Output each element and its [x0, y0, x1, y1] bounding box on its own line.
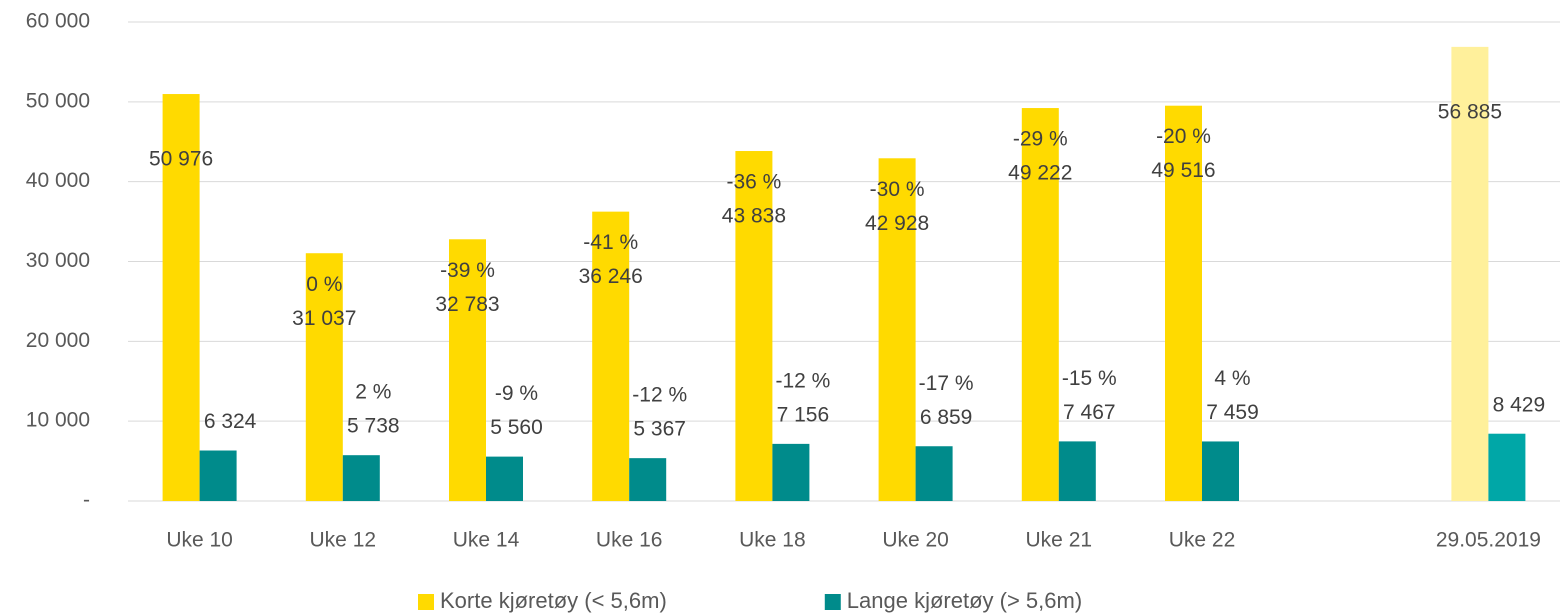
bar [735, 151, 773, 502]
data-label: 31 037 [292, 307, 356, 330]
x-tick-label: Uke 18 [739, 529, 806, 552]
bar [486, 456, 523, 501]
data-label: 8 429 [1493, 393, 1546, 416]
y-tick-label: 10 000 [26, 409, 90, 432]
bar [199, 450, 237, 501]
y-tick-label: 20 000 [26, 329, 90, 352]
data-label: 6 859 [920, 406, 973, 429]
x-tick-label: Uke 12 [310, 529, 377, 552]
change-label: 0 % [306, 273, 342, 296]
change-label: -12 % [632, 384, 687, 407]
y-tick-label: 50 000 [26, 89, 90, 112]
bar [1451, 46, 1489, 502]
x-tick-label: 29.05.2019 [1436, 529, 1541, 552]
legend-label: Korte kjøretøy (< 5,6m) [440, 588, 667, 613]
y-tick-label: 30 000 [26, 249, 90, 272]
bar [592, 211, 630, 501]
x-tick-label: Uke 21 [1026, 529, 1093, 552]
data-label: 5 560 [490, 416, 543, 439]
y-tick-label: 60 000 [26, 10, 90, 33]
y-tick-label: - [83, 489, 90, 512]
data-label: 7 459 [1206, 401, 1259, 424]
bar [1488, 433, 1526, 501]
data-label: 49 516 [1151, 159, 1215, 182]
legend-swatch [824, 594, 841, 610]
data-label: 7 467 [1063, 401, 1116, 424]
change-label: -29 % [1013, 128, 1068, 151]
x-tick-label: Uke 14 [453, 529, 520, 552]
x-tick-label: Uke 22 [1169, 529, 1236, 552]
change-label: -41 % [583, 231, 638, 254]
change-label: -20 % [1156, 125, 1211, 148]
bar [878, 158, 916, 501]
change-label: -9 % [495, 382, 538, 405]
legend-swatch [418, 594, 434, 610]
data-label: 49 222 [1008, 162, 1072, 185]
data-label: 6 324 [204, 410, 257, 433]
bar [1058, 441, 1096, 501]
y-tick-label: 40 000 [26, 169, 90, 192]
bar [305, 253, 343, 501]
change-label: -15 % [1062, 367, 1117, 390]
x-tick-label: Uke 16 [596, 529, 663, 552]
change-label: -17 % [919, 372, 974, 395]
bar [629, 458, 667, 501]
data-label: 36 246 [579, 265, 643, 288]
data-label: 32 783 [435, 293, 499, 316]
change-label: -39 % [440, 259, 495, 282]
data-label: 5 367 [633, 418, 686, 441]
legend-label: Lange kjøretøy (> 5,6m) [847, 588, 1082, 613]
x-tick-label: Uke 10 [166, 529, 233, 552]
data-label: 56 885 [1438, 100, 1502, 123]
change-label: -36 % [726, 171, 781, 194]
bar [162, 94, 200, 502]
change-label: 2 % [355, 381, 391, 404]
change-label: 4 % [1214, 367, 1250, 390]
change-label: -30 % [870, 178, 925, 201]
bar [1021, 108, 1059, 501]
data-label: 5 738 [347, 415, 400, 438]
data-label: 43 838 [722, 205, 786, 228]
data-label: 7 156 [777, 403, 830, 426]
bar [1165, 105, 1202, 501]
bar [772, 443, 810, 501]
bar [915, 446, 953, 501]
data-label: 50 976 [149, 148, 213, 171]
change-label: -12 % [775, 369, 830, 392]
bar [1202, 441, 1239, 501]
bar [449, 239, 486, 501]
x-tick-label: Uke 20 [882, 529, 949, 552]
data-label: 42 928 [865, 212, 929, 235]
bar [342, 455, 380, 501]
